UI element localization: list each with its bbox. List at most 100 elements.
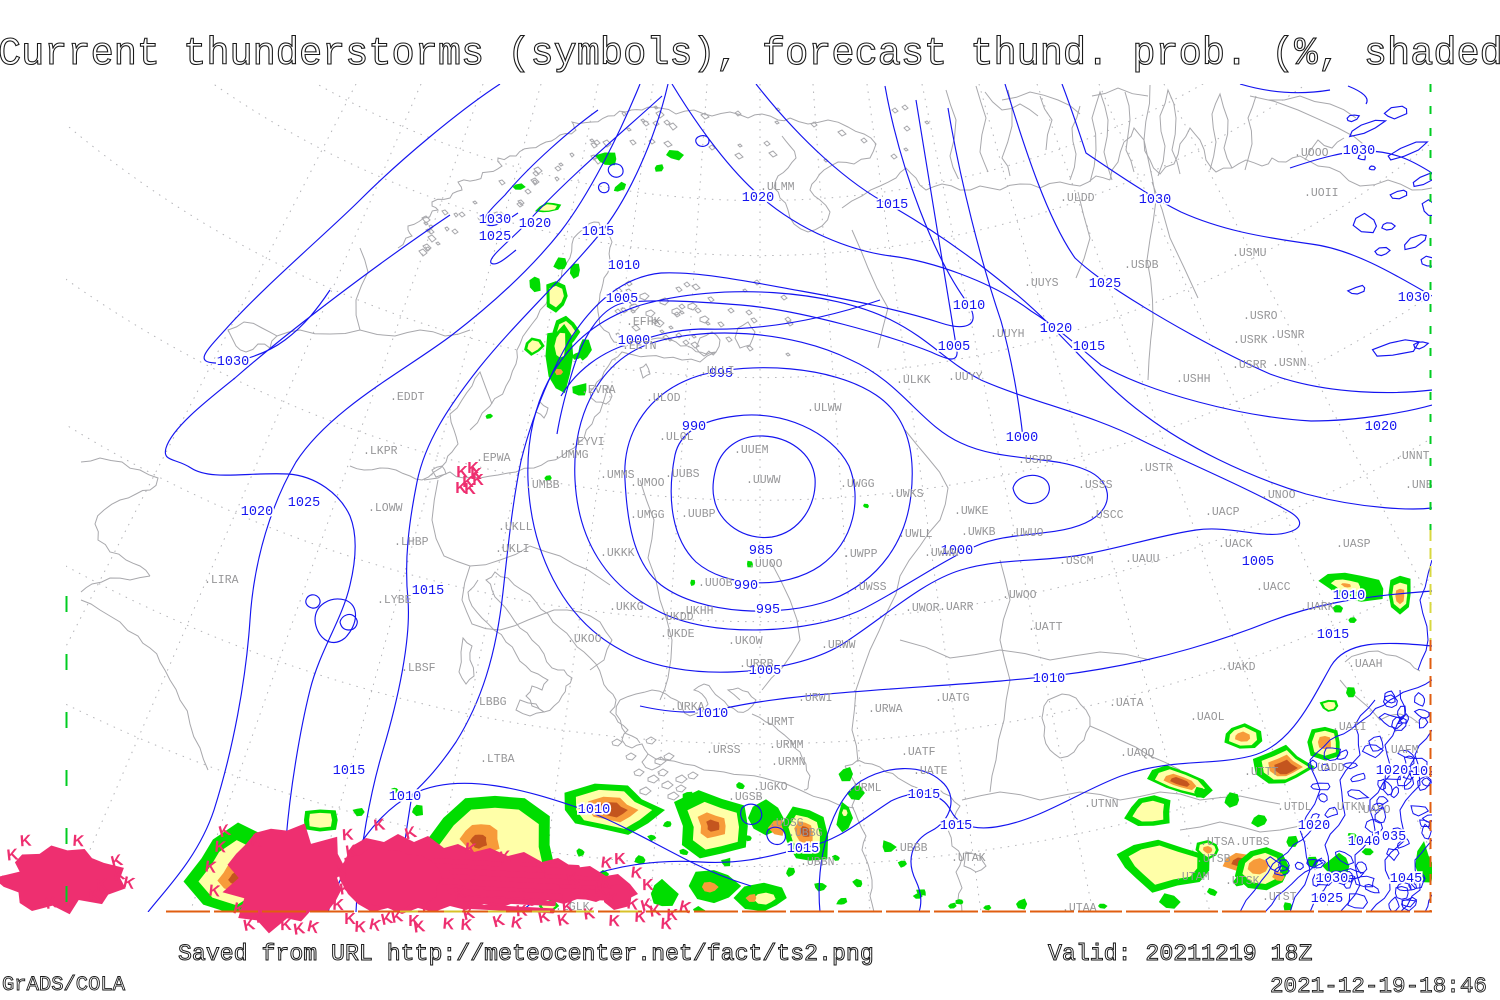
- svg-text:.UOOO: .UOOO: [1294, 147, 1329, 160]
- svg-text:102: 102: [1412, 765, 1436, 780]
- svg-text:.UNOO: .UNOO: [1261, 489, 1296, 502]
- svg-text:.UARK: .UARK: [1300, 601, 1335, 614]
- svg-text:1045: 1045: [1390, 872, 1422, 887]
- svg-text:K: K: [630, 864, 644, 882]
- svg-text:.LBSF: .LBSF: [401, 662, 436, 675]
- svg-text:.UTNN: .UTNN: [1084, 798, 1119, 811]
- svg-text:K: K: [442, 916, 455, 934]
- svg-text:K: K: [112, 866, 127, 885]
- svg-text:1015: 1015: [582, 225, 614, 240]
- svg-text:K: K: [72, 833, 85, 851]
- svg-text:K: K: [579, 886, 592, 904]
- svg-text:K: K: [44, 894, 59, 913]
- svg-text:K: K: [390, 908, 405, 927]
- svg-text:.USRO: .USRO: [1243, 310, 1278, 323]
- svg-text:1015: 1015: [787, 842, 819, 857]
- svg-text:.URRB: .URRB: [739, 658, 774, 671]
- svg-text:K: K: [537, 908, 552, 927]
- svg-text:.USTR: .USTR: [1138, 462, 1173, 475]
- svg-text:.LKPR: .LKPR: [363, 445, 398, 458]
- svg-text:.UKOW: .UKOW: [728, 635, 763, 648]
- svg-text:.ULOD: .ULOD: [646, 392, 681, 405]
- svg-text:.UTSA: .UTSA: [1200, 836, 1235, 849]
- svg-text:K: K: [491, 912, 507, 932]
- svg-text:K: K: [292, 920, 307, 939]
- svg-text:.UKHH: .UKHH: [679, 605, 714, 618]
- svg-text:.UAII: .UAII: [1332, 721, 1367, 734]
- svg-text:1000: 1000: [618, 334, 650, 349]
- svg-text:.UTKN: .UTKN: [1330, 801, 1365, 814]
- svg-text:.UACP: .UACP: [1205, 506, 1240, 519]
- svg-text:.UATE: .UATE: [913, 765, 948, 778]
- svg-text:K: K: [354, 919, 367, 937]
- svg-text:1010: 1010: [953, 299, 985, 314]
- svg-text:K: K: [305, 918, 321, 937]
- svg-text:.UWSS: .UWSS: [852, 581, 887, 594]
- svg-text:1010: 1010: [389, 790, 421, 805]
- svg-text:1005: 1005: [606, 292, 638, 307]
- svg-text:K: K: [204, 858, 218, 877]
- svg-text:.ULDD: .ULDD: [1060, 192, 1095, 205]
- svg-text:1015: 1015: [1317, 628, 1349, 643]
- svg-text:.USNR: .USNR: [1270, 329, 1305, 342]
- svg-text:1020: 1020: [1376, 764, 1408, 779]
- svg-text:985: 985: [749, 544, 773, 559]
- svg-text:.URMN: .URMN: [771, 756, 806, 769]
- svg-text:.UWPP: .UWPP: [843, 548, 878, 561]
- svg-text:K: K: [19, 833, 32, 851]
- svg-text:K: K: [556, 911, 571, 930]
- svg-text:.USHH: .USHH: [1176, 373, 1211, 386]
- svg-text:995: 995: [756, 603, 780, 618]
- svg-text:.EFHK: .EFHK: [626, 316, 661, 329]
- svg-text:.UWOR: .UWOR: [905, 602, 940, 615]
- svg-text:.EVRA: .EVRA: [581, 384, 616, 397]
- svg-text:1030: 1030: [1343, 144, 1375, 159]
- svg-text:.UNBB: .UNBB: [1405, 479, 1440, 492]
- svg-text:1025: 1025: [1311, 892, 1343, 907]
- svg-text:.ULKK: .ULKK: [896, 374, 931, 387]
- svg-text:.URMT: .URMT: [760, 716, 795, 729]
- svg-text:K: K: [582, 905, 596, 924]
- svg-text:.UKKK: .UKKK: [600, 547, 635, 560]
- svg-text:.UTSK: .UTSK: [1225, 875, 1260, 888]
- svg-text:1030: 1030: [1139, 193, 1171, 208]
- svg-text:.UWUO: .UWUO: [1009, 527, 1044, 540]
- svg-text:K: K: [470, 466, 482, 483]
- svg-text:.USNN: .USNN: [1272, 357, 1307, 370]
- svg-text:.USSS: .USSS: [1078, 479, 1113, 492]
- svg-text:.USDB: .USDB: [1124, 259, 1159, 272]
- svg-text:.UAFO: .UAFO: [1356, 804, 1391, 817]
- svg-text:.UUOB: .UUOB: [698, 577, 733, 590]
- svg-text:K: K: [614, 851, 626, 868]
- svg-text:.EETN: .EETN: [622, 340, 657, 353]
- svg-text:.UTTT: .UTTT: [1244, 766, 1279, 779]
- svg-text:.UUYY: .UUYY: [948, 371, 983, 384]
- svg-text:1030: 1030: [217, 355, 249, 370]
- svg-text:1020: 1020: [1365, 420, 1397, 435]
- svg-text:.UBBG: .UBBG: [788, 827, 823, 840]
- svg-text:.LGLK: .LGLK: [555, 901, 590, 914]
- svg-text:K: K: [214, 839, 227, 857]
- svg-text:.UTAA: .UTAA: [1062, 902, 1097, 915]
- svg-text:K: K: [408, 913, 420, 930]
- svg-text:.UMBB: .UMBB: [525, 479, 560, 492]
- svg-text:K: K: [379, 910, 395, 929]
- svg-text:K: K: [1, 872, 15, 890]
- svg-text:K: K: [660, 916, 673, 934]
- svg-text:.UWKB: .UWKB: [961, 526, 996, 539]
- svg-text:.UGKO: .UGKO: [753, 781, 788, 794]
- svg-text:.UTST: .UTST: [1262, 891, 1297, 904]
- svg-text:.UACC: .UACC: [1256, 581, 1291, 594]
- svg-text:.UAOL: .UAOL: [1190, 711, 1225, 724]
- svg-text:.UASP: .UASP: [1336, 538, 1371, 551]
- svg-text:.UAAH: .UAAH: [1348, 658, 1383, 671]
- svg-text:.EDDT: .EDDT: [390, 391, 425, 404]
- svg-text:.URKA: .URKA: [670, 701, 705, 714]
- svg-text:.LIRA: .LIRA: [204, 574, 239, 587]
- svg-text:K: K: [373, 816, 387, 834]
- svg-text:.UATA: .UATA: [1109, 697, 1144, 710]
- svg-text:.LBBG: .LBBG: [472, 696, 507, 709]
- svg-text:.UTAM: .UTAM: [1175, 871, 1210, 884]
- svg-text:.UUOO: .UUOO: [748, 558, 783, 571]
- svg-text:.LYBE: .LYBE: [377, 594, 412, 607]
